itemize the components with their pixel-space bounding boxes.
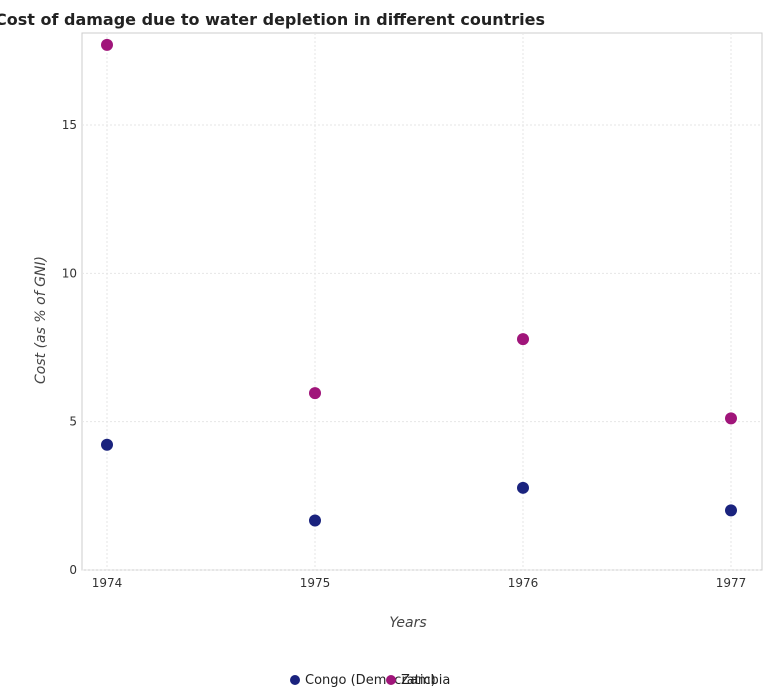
x-tick-label: 1975 [300,576,331,590]
legend-label-1: Zambia [401,673,450,688]
y-tick-label: 5 [69,415,77,429]
x-axis-ticks: 1974 1975 1976 1977 [92,576,747,590]
point-series-1-1975 [309,387,321,400]
point-series-1-1974 [101,38,113,51]
plot-background [81,32,763,571]
x-tick-label: 1974 [92,576,123,590]
point-series-0-1976 [517,481,529,494]
y-tick-label: 10 [62,266,77,280]
x-axis-label: Years [389,615,426,631]
point-series-0-1977 [725,504,737,517]
x-tick-label: 1977 [716,576,747,590]
chart-title: Cost of damage due to water depletion in… [0,10,545,29]
legend-marker-0 [290,675,300,685]
point-series-1-1976 [517,333,529,346]
y-tick-label: 0 [69,563,77,577]
plot-area [81,32,763,571]
y-axis-label: Cost (as % of GNI) [33,256,49,384]
data-points [101,38,737,527]
legend: Congo (Democratic)Zambia [290,673,450,688]
legend-marker-1 [386,675,396,685]
x-tick-label: 1976 [508,576,539,590]
grid-lines [82,33,762,571]
legend-label-0: Congo (Democratic) [305,673,436,688]
point-series-0-1975 [309,514,321,527]
y-tick-label: 15 [62,118,77,132]
point-series-0-1974 [101,438,113,451]
y-axis-ticks: 0 5 10 15 [62,118,77,577]
point-series-1-1977 [725,412,737,425]
